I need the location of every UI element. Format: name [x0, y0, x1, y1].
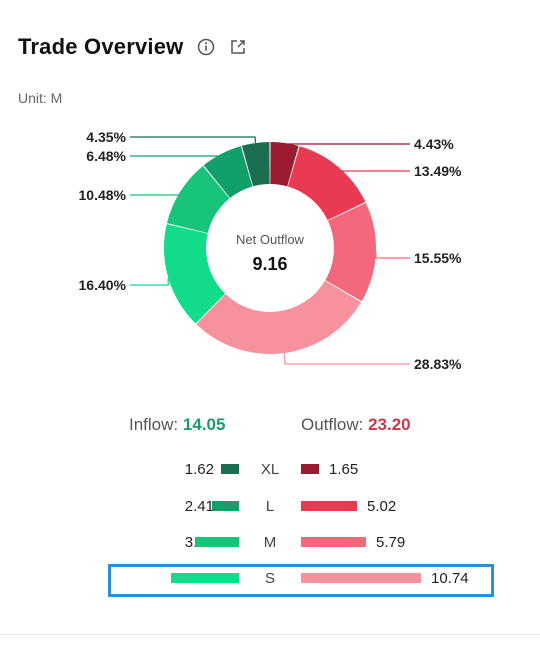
- center-label: Net Outflow: [236, 232, 305, 247]
- donut-slice-m-outflow[interactable]: [325, 202, 376, 302]
- slice-percent-label: 13.49%: [414, 163, 462, 179]
- inflow-bar: [171, 573, 239, 583]
- leader-line: [337, 167, 410, 172]
- size-row-xl[interactable]: 1.62 XL 1.65: [0, 457, 540, 481]
- inflow-value: 14.05: [182, 415, 226, 434]
- slice-percent-label: 28.83%: [414, 356, 462, 372]
- size-row-m[interactable]: 3.91M5.79: [0, 530, 540, 554]
- slice-percent-label: 6.48%: [86, 148, 126, 164]
- leader-line: [283, 353, 410, 365]
- outflow-bar: [301, 501, 357, 511]
- net-flow-donut-chart: 4.43% 13.49% 15.55% 28.83% 16.40% 10.48% 6.48%…: [79, 129, 463, 372]
- size-row-l[interactable]: 2.41 L 5.02: [0, 494, 540, 518]
- order-size-label: L: [265, 498, 275, 515]
- page-title: Trade Overview: [18, 34, 184, 59]
- outflow-bar: [301, 537, 366, 547]
- slice-percent-label: 16.40%: [79, 277, 127, 293]
- share-icon[interactable]: [229, 38, 247, 56]
- leader-line: [130, 191, 181, 196]
- info-icon[interactable]: [197, 38, 215, 56]
- outflow-amount: 5.02: [367, 498, 397, 515]
- slice-percent-label: 15.55%: [414, 250, 462, 266]
- donut-slice-xl-outflow[interactable]: [270, 142, 299, 187]
- outflow-amount: 5.79: [376, 534, 406, 551]
- selected-row-highlight: [108, 564, 494, 597]
- donut-slice-s-outflow[interactable]: [196, 280, 362, 354]
- inflow-bar: [221, 464, 239, 474]
- outflow-amount: 10.74: [431, 570, 469, 587]
- outflow-value: 23.20: [368, 415, 411, 434]
- inflow-bar: [195, 537, 239, 547]
- leader-line: [375, 252, 410, 259]
- slice-percent-label: 10.48%: [79, 187, 127, 203]
- header: Trade Overview: [18, 30, 247, 64]
- donut-slice-l-outflow[interactable]: [287, 146, 366, 221]
- outflow-bar: [301, 573, 421, 583]
- size-row-s[interactable]: 6.11S10.74: [0, 566, 540, 590]
- leader-line: [284, 142, 410, 145]
- inflow-label: Inflow:: [129, 415, 179, 434]
- unit-label: Unit: M: [18, 90, 63, 106]
- donut-slice-s-inflow[interactable]: [164, 224, 226, 324]
- leader-line: [130, 136, 257, 144]
- inflow-total: Inflow: 14.05: [129, 415, 225, 435]
- outflow-amount: 1.65: [329, 461, 359, 478]
- outflow-label: Outflow:: [301, 415, 364, 434]
- donut-slice-l-inflow[interactable]: [203, 146, 253, 199]
- inflow-amount: 1.62: [184, 461, 214, 478]
- slice-percent-label: 4.43%: [414, 136, 454, 152]
- divider: [0, 634, 540, 635]
- inflow-amount: 2.41: [184, 498, 214, 515]
- center-value: 9.16: [252, 254, 287, 274]
- donut-slice-xl-inflow[interactable]: [241, 142, 270, 187]
- order-size-label: M: [263, 534, 277, 551]
- outflow-bar: [301, 464, 319, 474]
- slice-percent-label: 4.35%: [86, 129, 126, 145]
- donut-slice-m-inflow[interactable]: [166, 165, 230, 233]
- leader-line: [130, 277, 169, 286]
- outflow-total: Outflow: 23.20: [301, 415, 411, 435]
- order-size-label: S: [264, 570, 275, 587]
- leader-line: [130, 153, 222, 157]
- order-size-label: XL: [260, 461, 280, 478]
- inflow-bar: [212, 501, 239, 511]
